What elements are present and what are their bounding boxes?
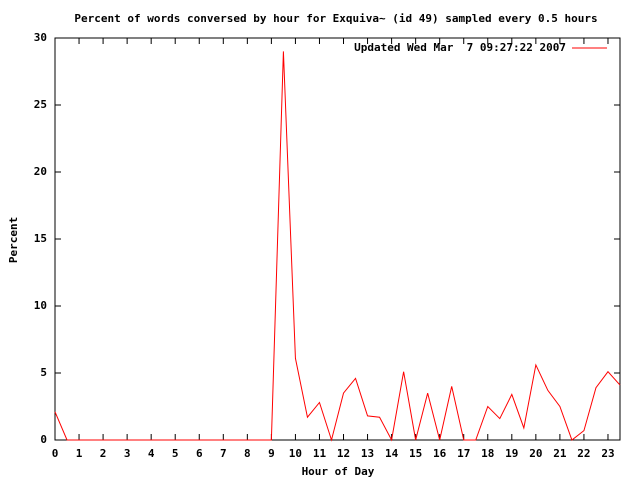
x-tick-label: 17 (457, 447, 470, 460)
x-tick-label: 2 (100, 447, 107, 460)
x-tick-label: 12 (337, 447, 350, 460)
y-axis-label: Percent (7, 217, 20, 263)
y-tick-label: 20 (34, 165, 47, 178)
x-tick-label: 14 (385, 447, 399, 460)
x-tick-label: 19 (505, 447, 518, 460)
data-line (54, 51, 621, 442)
x-tick-label: 4 (148, 447, 155, 460)
x-tick-label: 16 (433, 447, 447, 460)
x-tick-label: 0 (52, 447, 59, 460)
x-tick-label: 1 (76, 447, 83, 460)
x-tick-label: 5 (172, 447, 179, 460)
x-tick-label: 21 (553, 447, 567, 460)
y-tick-label: 15 (34, 232, 47, 245)
x-tick-label: 15 (409, 447, 422, 460)
x-tick-label: 9 (268, 447, 275, 460)
y-tick-label: 30 (34, 31, 47, 44)
x-tick-label: 13 (361, 447, 374, 460)
x-tick-label: 3 (124, 447, 131, 460)
x-axis-label: Hour of Day (302, 465, 375, 478)
x-tick-label: 20 (529, 447, 542, 460)
legend-label: Updated Wed Mar 7 09:27:22 2007 (354, 41, 566, 54)
x-tick-label: 7 (220, 447, 227, 460)
chart-title: Percent of words conversed by hour for E… (74, 12, 597, 25)
plot-frame (54, 37, 621, 441)
x-tick-label: 18 (481, 447, 494, 460)
x-tick-label: 22 (577, 447, 590, 460)
x-tick-label: 8 (244, 447, 251, 460)
y-tick-label: 25 (34, 98, 47, 111)
y-tick-label: 5 (40, 366, 47, 379)
x-tick-label: 23 (601, 447, 614, 460)
x-tick-label: 6 (196, 447, 203, 460)
x-tick-label: 11 (313, 447, 327, 460)
y-tick-label: 0 (40, 433, 47, 446)
x-tick-label: 10 (289, 447, 302, 460)
y-tick-label: 10 (34, 299, 47, 312)
